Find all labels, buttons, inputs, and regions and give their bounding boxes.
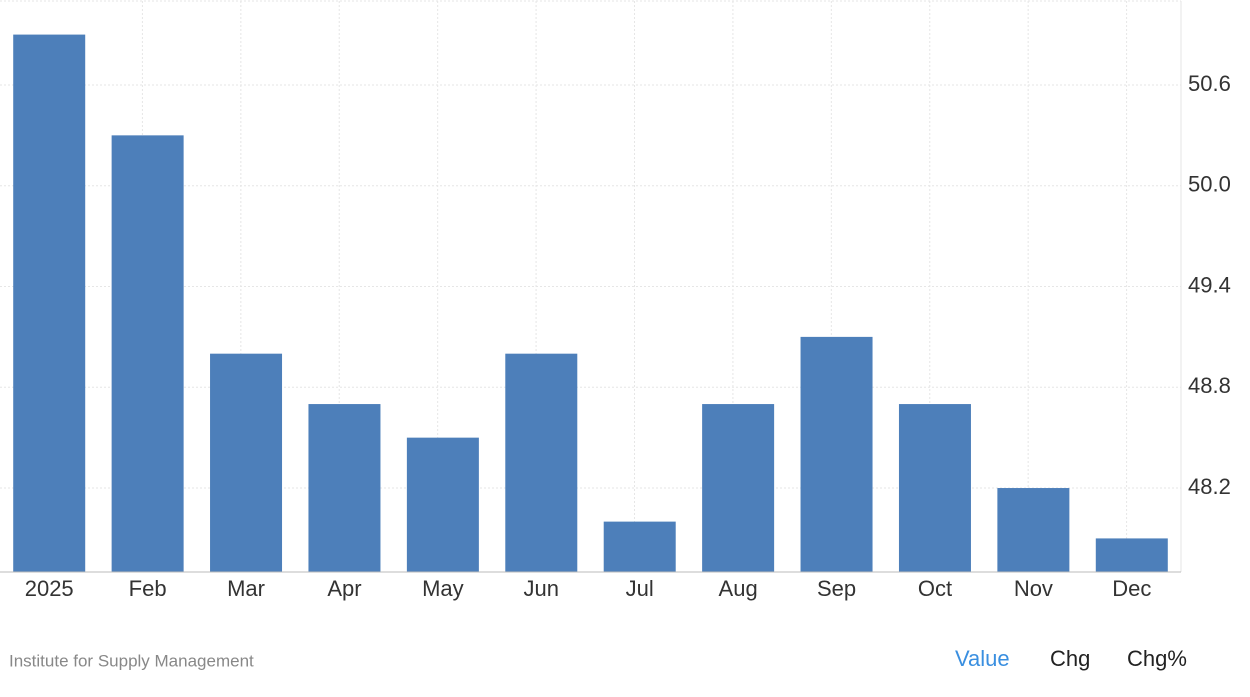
y-tick-label: 50.0	[1188, 172, 1231, 197]
bar	[997, 488, 1070, 572]
bar	[800, 336, 873, 572]
bar	[111, 135, 184, 572]
bar	[505, 353, 578, 572]
bar	[1095, 538, 1168, 572]
x-tick-label: Dec	[1112, 576, 1151, 601]
x-tick-label: Apr	[327, 576, 361, 601]
bar	[603, 521, 676, 572]
bar	[210, 353, 283, 572]
bar	[308, 404, 381, 572]
y-tick-label: 50.6	[1188, 71, 1231, 96]
x-tick-label: Jul	[626, 576, 654, 601]
tab-chg-pct[interactable]: Chg%	[1127, 646, 1187, 671]
y-tick-label: 49.4	[1188, 272, 1231, 297]
x-tick-label: Feb	[129, 576, 167, 601]
x-tick-label: Oct	[918, 576, 952, 601]
bar	[13, 34, 86, 572]
x-tick-label: Sep	[817, 576, 856, 601]
bar	[702, 404, 775, 572]
x-tick-label: 2025	[25, 576, 74, 601]
x-tick-label: Jun	[524, 576, 559, 601]
tab-chg[interactable]: Chg	[1050, 646, 1090, 671]
y-tick-label: 48.8	[1188, 373, 1231, 398]
x-tick-label: Mar	[227, 576, 265, 601]
y-tick-label: 48.2	[1188, 474, 1231, 499]
bar	[898, 404, 971, 572]
bar	[406, 437, 479, 572]
x-tick-label: Nov	[1014, 576, 1053, 601]
x-tick-label: Aug	[719, 576, 758, 601]
tab-value[interactable]: Value	[955, 646, 1010, 671]
source: Institute for Supply Management	[9, 651, 254, 670]
x-tick-label: May	[422, 576, 464, 601]
